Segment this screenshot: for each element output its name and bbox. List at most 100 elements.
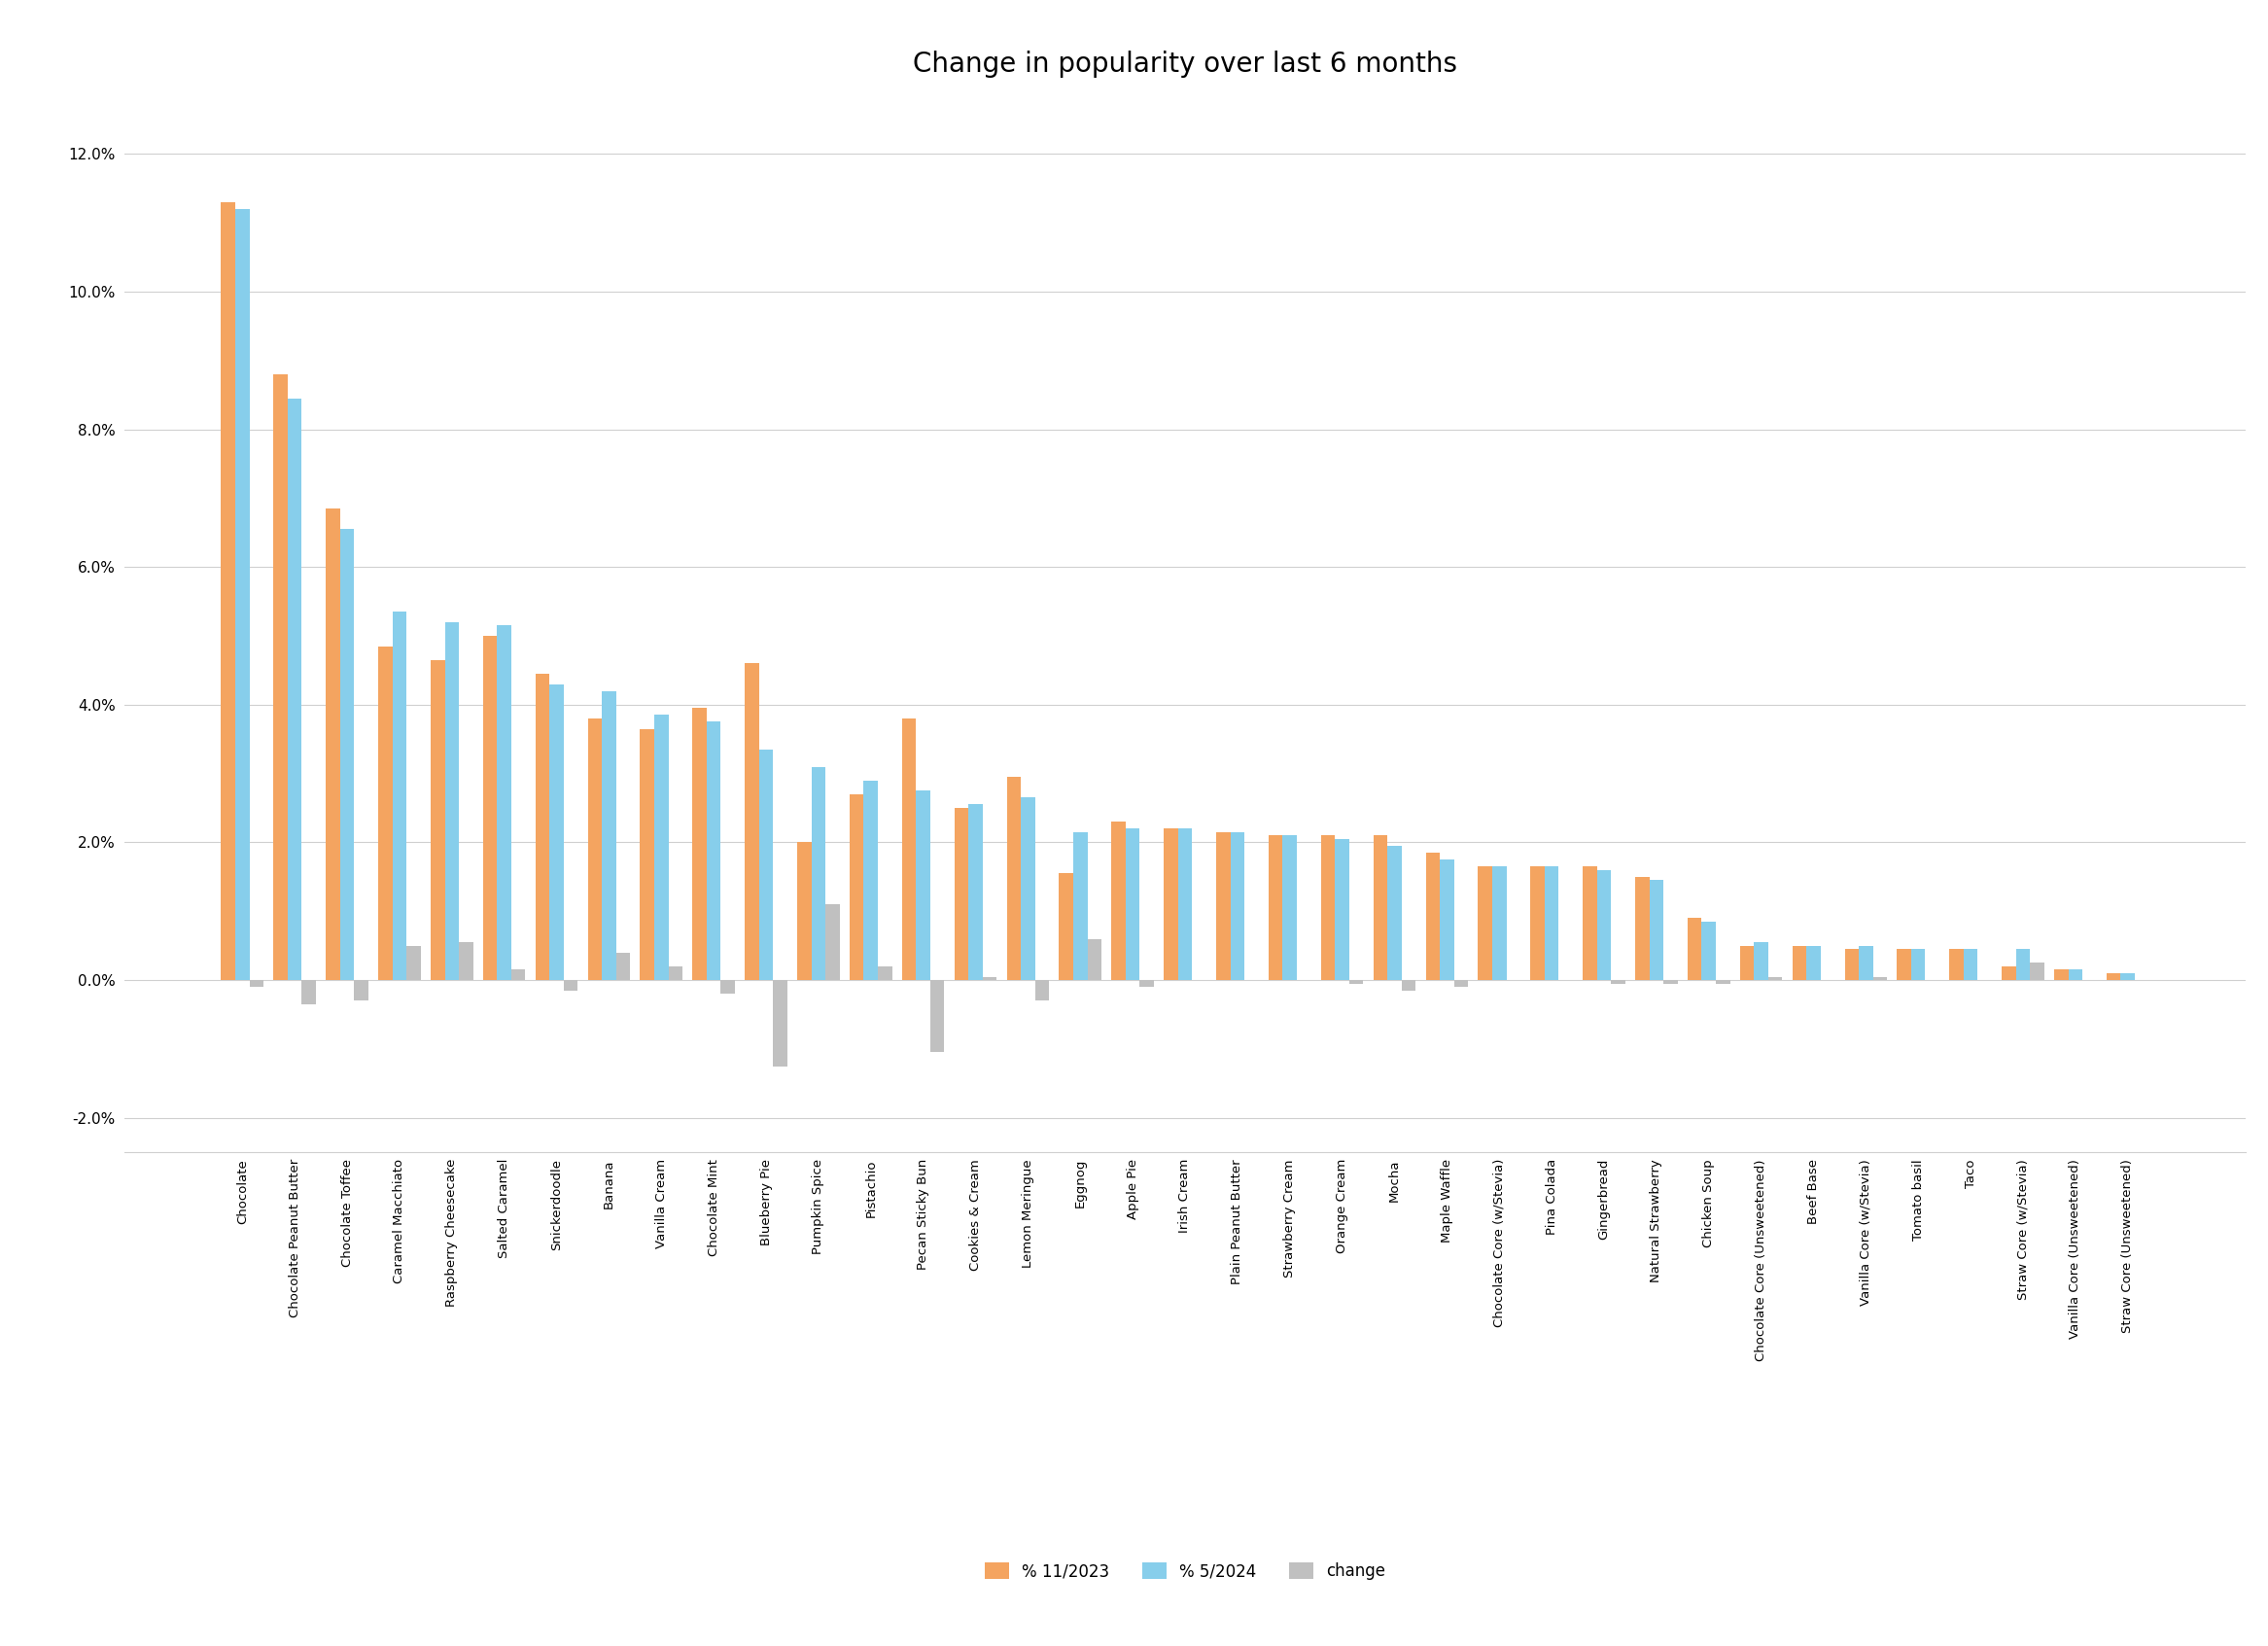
Bar <box>2016 950 2030 979</box>
Bar <box>1034 979 1050 1001</box>
Bar <box>1687 918 1701 979</box>
Bar <box>302 979 315 1004</box>
Bar <box>1141 979 1154 988</box>
Legend: % 11/2023, % 5/2024, change: % 11/2023, % 5/2024, change <box>978 1555 1393 1587</box>
Bar <box>601 691 617 979</box>
Bar <box>1216 831 1229 979</box>
Bar <box>1635 877 1649 979</box>
Bar <box>1583 866 1597 979</box>
Bar <box>617 953 631 979</box>
Bar <box>653 714 669 979</box>
Bar <box>1021 798 1034 979</box>
Bar <box>1896 950 1912 979</box>
Bar <box>1059 874 1073 979</box>
Bar <box>708 723 721 979</box>
Bar <box>1545 866 1558 979</box>
Bar <box>1440 859 1454 979</box>
Bar <box>431 660 445 979</box>
Bar <box>669 966 683 979</box>
Bar <box>1268 836 1284 979</box>
Bar <box>744 663 760 979</box>
Bar <box>826 904 839 979</box>
Bar <box>1805 946 1821 979</box>
Bar <box>288 398 302 979</box>
Bar <box>497 625 510 979</box>
Bar <box>2068 969 2082 979</box>
Bar <box>1662 979 1678 984</box>
Title: Change in popularity over last 6 months: Change in popularity over last 6 months <box>912 51 1458 77</box>
Bar <box>955 808 968 979</box>
Bar <box>222 202 236 979</box>
Bar <box>1349 979 1363 984</box>
Bar <box>1320 836 1336 979</box>
Bar <box>903 718 916 979</box>
Bar <box>1402 979 1415 991</box>
Bar <box>850 793 864 979</box>
Bar <box>1007 777 1021 979</box>
Bar <box>878 966 891 979</box>
Bar <box>1336 839 1349 979</box>
Bar <box>458 942 474 979</box>
Bar <box>1479 866 1492 979</box>
Bar <box>249 979 263 988</box>
Bar <box>274 374 288 979</box>
Bar <box>1177 828 1193 979</box>
Bar <box>692 708 708 979</box>
Bar <box>1086 938 1102 979</box>
Bar <box>1964 950 1978 979</box>
Bar <box>1388 846 1402 979</box>
Bar <box>930 979 943 1052</box>
Bar <box>340 528 354 979</box>
Bar <box>640 729 653 979</box>
Bar <box>760 749 773 979</box>
Bar <box>1649 881 1662 979</box>
Bar <box>445 622 458 979</box>
Bar <box>1073 831 1086 979</box>
Bar <box>1860 946 1873 979</box>
Bar <box>2030 963 2043 979</box>
Bar <box>2055 969 2068 979</box>
Bar <box>1597 869 1610 979</box>
Bar <box>1701 922 1717 979</box>
Bar <box>1873 976 1887 979</box>
Bar <box>2107 973 2121 979</box>
Bar <box>549 685 565 979</box>
Bar <box>1163 828 1177 979</box>
Bar <box>1374 836 1388 979</box>
Bar <box>864 780 878 979</box>
Bar <box>379 647 392 979</box>
Bar <box>483 635 497 979</box>
Bar <box>1792 946 1805 979</box>
Bar <box>1454 979 1467 988</box>
Bar <box>565 979 578 991</box>
Bar <box>1427 853 1440 979</box>
Bar <box>354 979 367 1001</box>
Bar <box>1111 821 1125 979</box>
Bar <box>327 509 340 979</box>
Bar <box>1125 828 1141 979</box>
Bar <box>1912 950 1926 979</box>
Bar <box>1531 866 1545 979</box>
Bar <box>236 209 249 979</box>
Bar <box>1753 942 1769 979</box>
Bar <box>535 673 549 979</box>
Bar <box>812 767 826 979</box>
Bar <box>1610 979 1626 984</box>
Bar <box>1284 836 1297 979</box>
Bar <box>587 718 601 979</box>
Bar <box>1717 979 1730 984</box>
Bar <box>510 969 526 979</box>
Bar <box>406 946 420 979</box>
Bar <box>982 976 996 979</box>
Bar <box>1844 950 1860 979</box>
Bar <box>1769 976 1783 979</box>
Bar <box>721 979 735 994</box>
Bar <box>1740 946 1753 979</box>
Bar <box>773 979 787 1067</box>
Bar <box>392 612 406 979</box>
Bar <box>2003 966 2016 979</box>
Bar <box>916 790 930 979</box>
Bar <box>2121 973 2134 979</box>
Bar <box>798 843 812 979</box>
Bar <box>1492 866 1506 979</box>
